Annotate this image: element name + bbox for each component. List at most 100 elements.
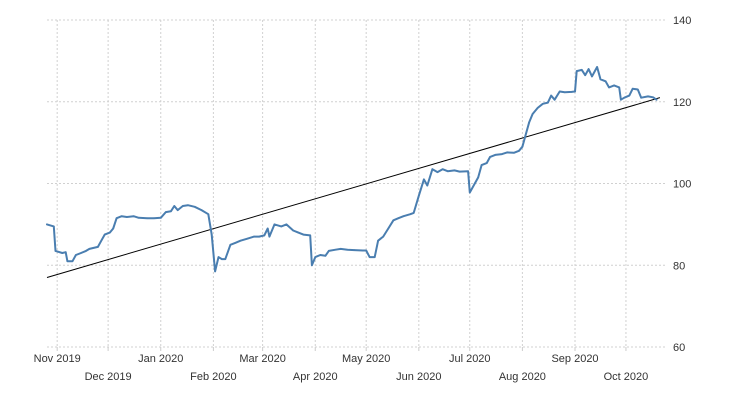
data-point <box>200 209 203 211</box>
x-tick-label: May 2020 <box>342 353 390 365</box>
data-point <box>353 249 356 251</box>
data-point <box>513 152 515 154</box>
data-point <box>623 96 626 99</box>
data-point <box>640 96 642 99</box>
data-point <box>54 250 57 252</box>
data-point <box>599 78 602 81</box>
data-point <box>480 164 483 166</box>
data-point <box>132 215 135 217</box>
data-point <box>412 212 415 214</box>
data-point <box>628 94 631 97</box>
data-point <box>392 219 395 222</box>
data-point <box>46 223 48 226</box>
data-point <box>652 96 654 99</box>
data-point <box>575 70 578 72</box>
x-tick-label: Aug 2020 <box>499 371 546 383</box>
data-point <box>536 107 539 109</box>
series-group <box>46 66 658 273</box>
data-point <box>61 252 64 254</box>
data-point <box>591 75 593 78</box>
x-tick-label: Mar 2020 <box>239 353 285 365</box>
x-tick-label: Oct 2020 <box>604 371 649 383</box>
data-point <box>608 86 610 89</box>
data-point <box>618 86 620 89</box>
data-point <box>501 153 503 155</box>
x-tick-label: Feb 2020 <box>190 371 236 383</box>
data-point <box>431 168 434 170</box>
data-point <box>193 206 196 208</box>
data-point <box>88 248 91 250</box>
trend-line-group <box>46 97 661 278</box>
data-point <box>581 69 583 71</box>
data-point <box>423 178 425 181</box>
data-point <box>596 66 598 68</box>
data-point <box>64 251 67 253</box>
data-point <box>409 213 412 215</box>
y-tick-label: 140 <box>673 15 691 27</box>
data-point <box>426 184 429 187</box>
data-point <box>365 249 368 252</box>
data-point <box>397 217 400 219</box>
data-point <box>436 171 439 173</box>
data-point <box>221 258 223 260</box>
y-tick-label: 60 <box>673 342 685 354</box>
data-point <box>382 235 385 238</box>
data-point <box>239 239 242 242</box>
data-point <box>71 260 74 263</box>
data-point <box>314 256 317 258</box>
data-point <box>547 101 549 104</box>
data-point <box>604 80 607 83</box>
data-point <box>253 235 255 238</box>
data-point <box>311 264 313 267</box>
data-point <box>182 205 184 207</box>
data-point <box>346 248 349 251</box>
data-point <box>210 233 213 236</box>
y-tick-label: 100 <box>673 179 691 191</box>
data-point <box>518 150 520 152</box>
data-point <box>558 90 561 93</box>
data-point <box>564 91 566 94</box>
data-point <box>258 235 261 238</box>
data-point <box>655 98 658 101</box>
grid <box>47 19 665 351</box>
data-point <box>187 204 189 206</box>
data-point <box>402 215 405 217</box>
data-point <box>280 225 283 228</box>
data-point <box>80 252 82 254</box>
data-point <box>418 195 420 197</box>
data-point <box>584 74 586 76</box>
data-point <box>531 113 534 115</box>
data-point <box>446 170 449 172</box>
data-point <box>368 256 371 258</box>
data-point <box>285 223 288 226</box>
data-point <box>100 239 103 242</box>
data-point <box>266 227 269 230</box>
data-point <box>620 98 622 101</box>
x-tick-label: Jan 2020 <box>138 353 183 365</box>
data-point <box>109 231 111 234</box>
x-tick-label: Jun 2020 <box>396 371 441 383</box>
x-tick-label: Dec 2019 <box>85 371 132 383</box>
data-point <box>273 223 276 226</box>
data-point <box>302 233 305 236</box>
data-point <box>97 246 99 248</box>
data-point <box>362 249 364 252</box>
data-point <box>373 256 376 258</box>
data-point <box>477 176 480 179</box>
data-point <box>328 250 330 252</box>
x-tick-label: Sep 2020 <box>551 353 598 365</box>
data-point <box>85 250 87 252</box>
data-point <box>647 95 649 98</box>
data-point <box>528 121 530 123</box>
data-point <box>268 235 271 238</box>
data-point <box>467 170 469 172</box>
data-point <box>637 88 639 91</box>
data-point <box>137 217 140 219</box>
data-point <box>613 84 615 87</box>
data-point <box>153 217 155 219</box>
y-tick-label: 80 <box>673 260 685 272</box>
trend-line <box>46 97 661 278</box>
data-point <box>570 91 573 93</box>
